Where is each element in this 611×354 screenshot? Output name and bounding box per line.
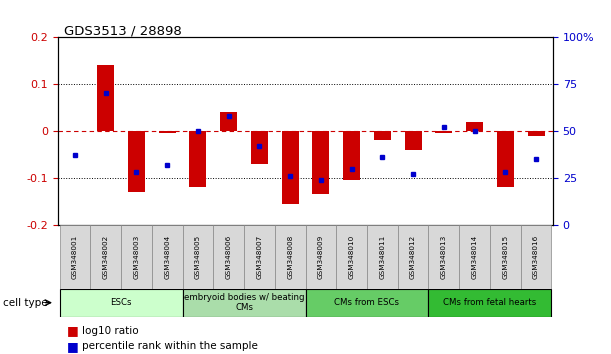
Text: GSM348016: GSM348016 — [533, 235, 539, 279]
Bar — [336, 225, 367, 289]
Text: GSM348011: GSM348011 — [379, 235, 386, 279]
Text: ■: ■ — [67, 325, 79, 337]
Bar — [121, 225, 152, 289]
Bar — [374, 131, 391, 141]
Text: GSM348003: GSM348003 — [133, 235, 139, 279]
Text: CMs from ESCs: CMs from ESCs — [334, 298, 400, 307]
Bar — [189, 131, 207, 187]
Bar — [527, 131, 544, 136]
Text: cell type: cell type — [3, 298, 48, 308]
Bar — [306, 289, 428, 317]
Text: GSM348008: GSM348008 — [287, 235, 293, 279]
Text: GSM348009: GSM348009 — [318, 235, 324, 279]
Bar — [367, 225, 398, 289]
Bar — [159, 131, 175, 133]
Text: GSM348002: GSM348002 — [103, 235, 109, 279]
Bar — [60, 225, 90, 289]
Bar — [306, 225, 336, 289]
Bar — [60, 289, 183, 317]
Bar — [97, 65, 114, 131]
Bar — [275, 225, 306, 289]
Bar — [183, 225, 213, 289]
Text: ■: ■ — [67, 340, 79, 353]
Text: embryoid bodies w/ beating
CMs: embryoid bodies w/ beating CMs — [184, 293, 304, 312]
Bar — [521, 225, 551, 289]
Bar — [251, 131, 268, 164]
Text: GSM348001: GSM348001 — [72, 235, 78, 279]
Text: ESCs: ESCs — [111, 298, 132, 307]
Bar — [466, 122, 483, 131]
Bar — [128, 131, 145, 192]
Bar — [428, 289, 551, 317]
Text: GSM348004: GSM348004 — [164, 235, 170, 279]
Text: percentile rank within the sample: percentile rank within the sample — [82, 341, 258, 351]
Text: log10 ratio: log10 ratio — [82, 326, 139, 336]
Bar — [312, 131, 329, 194]
Text: GSM348012: GSM348012 — [410, 235, 416, 279]
Bar — [282, 131, 299, 204]
Bar — [404, 131, 422, 150]
Bar — [490, 225, 521, 289]
Text: GSM348006: GSM348006 — [225, 235, 232, 279]
Bar — [220, 112, 237, 131]
Bar — [213, 225, 244, 289]
Text: GSM348010: GSM348010 — [349, 235, 354, 279]
Text: GSM348005: GSM348005 — [195, 235, 201, 279]
Text: GSM348007: GSM348007 — [257, 235, 262, 279]
Bar — [152, 225, 183, 289]
Text: GSM348013: GSM348013 — [441, 235, 447, 279]
Text: GSM348015: GSM348015 — [502, 235, 508, 279]
Text: GSM348014: GSM348014 — [472, 235, 478, 279]
Text: GDS3513 / 28898: GDS3513 / 28898 — [64, 25, 182, 38]
Bar — [436, 131, 452, 133]
Bar — [398, 225, 428, 289]
Bar — [459, 225, 490, 289]
Bar — [183, 289, 306, 317]
Bar — [343, 131, 360, 180]
Bar — [90, 225, 121, 289]
Bar — [497, 131, 514, 187]
Text: CMs from fetal hearts: CMs from fetal hearts — [444, 298, 536, 307]
Bar — [428, 225, 459, 289]
Bar — [244, 225, 275, 289]
